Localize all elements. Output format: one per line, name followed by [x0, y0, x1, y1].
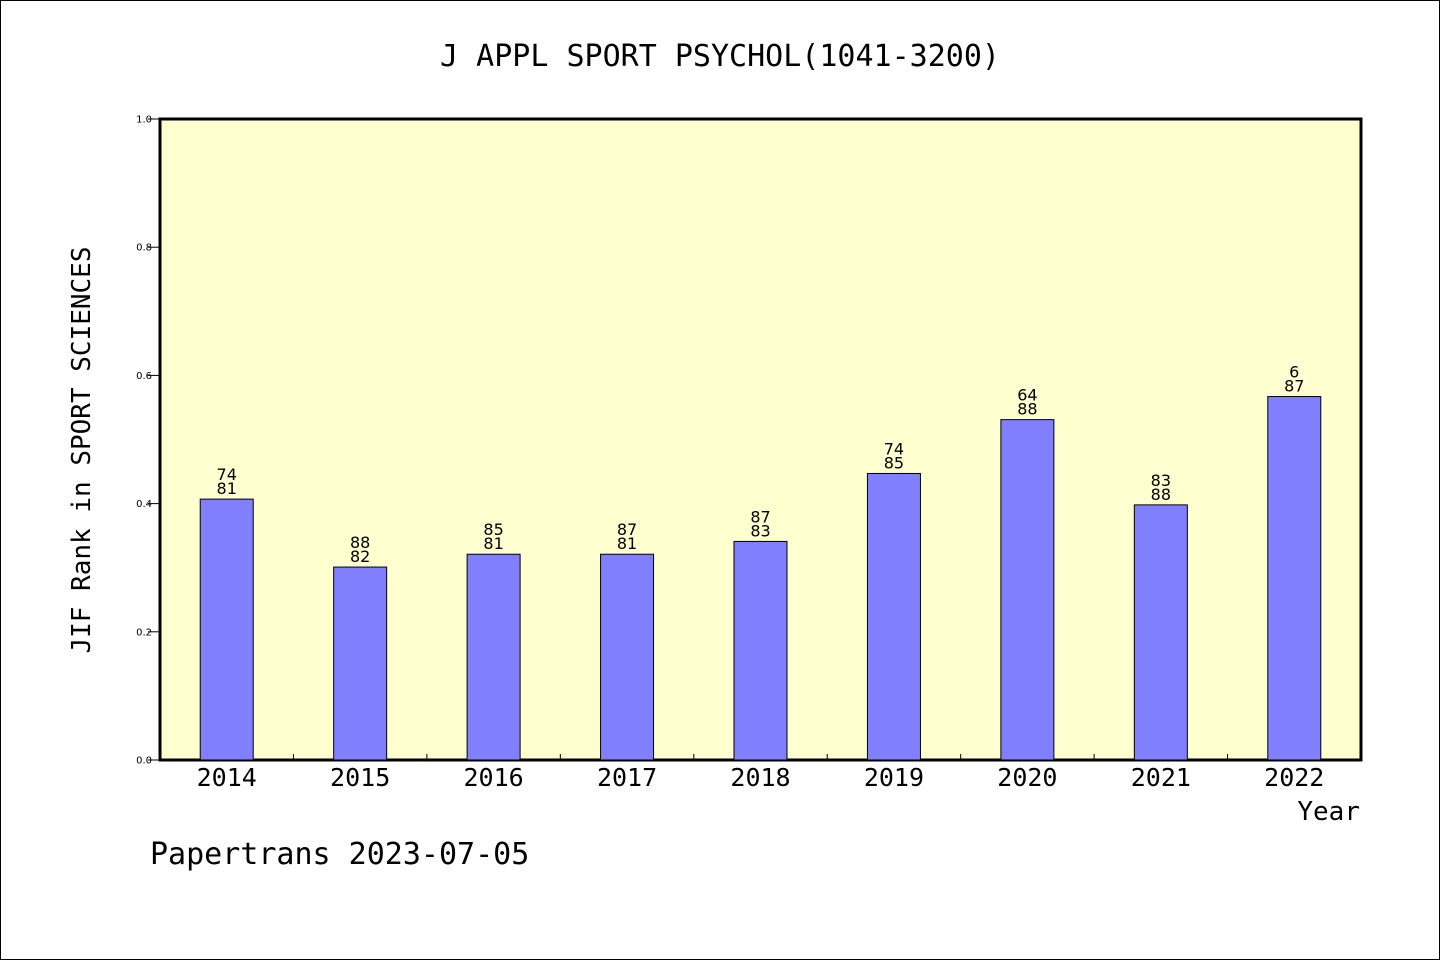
data-label-total: 81 [483, 534, 503, 553]
y-axis-label: JIF Rank in SPORT SCIENCES [67, 247, 97, 654]
bar-2021 [1133, 504, 1188, 761]
data-label-total: 87 [1284, 377, 1304, 396]
data-label-rank: 87 [617, 520, 637, 539]
x-axis-label: Year [1297, 797, 1360, 827]
x-tick-label: 2017 [597, 763, 657, 792]
chart-title: J APPL SPORT PSYCHOL(1041-3200) [440, 39, 1000, 74]
data-label-total: 83 [750, 521, 770, 540]
x-tick-label: 2021 [1131, 763, 1191, 792]
y-tick-label: 0.2 [136, 627, 152, 638]
y-tick-label: 0.6 [136, 371, 152, 382]
data-label-rank: 74 [217, 465, 237, 484]
data-label-rank: 85 [483, 520, 503, 539]
data-label-rank: 74 [884, 439, 904, 458]
bar-2019 [866, 472, 921, 761]
y-tick-label: 0.0 [136, 756, 152, 767]
x-tick-label: 2016 [464, 763, 524, 792]
y-tick-label: 0.8 [136, 243, 152, 254]
data-label-rank: 87 [750, 507, 770, 526]
bars-group [199, 396, 1322, 761]
data-label-total: 85 [884, 453, 904, 472]
bar-2017 [600, 553, 655, 761]
x-tick-label: 2020 [997, 763, 1057, 792]
bar-2016 [466, 553, 521, 761]
data-label-total: 82 [350, 547, 370, 566]
y-tick-label: 1.0 [136, 115, 152, 126]
data-label-total: 81 [617, 534, 637, 553]
ticks-group: 0.0 0.2 0.4 0.6 0.8 1.0 [136, 115, 1229, 767]
x-tick-label: 2019 [864, 763, 924, 792]
y-tick-label: 0.4 [136, 499, 152, 510]
data-label-rank: 83 [1151, 471, 1171, 490]
x-tick-label: 2022 [1264, 763, 1324, 792]
bar-2015 [333, 566, 388, 761]
data-label-total: 81 [217, 479, 237, 498]
data-label-rank: 6 [1289, 363, 1299, 382]
x-tick-label: 2018 [730, 763, 790, 792]
bar-2020 [1000, 419, 1055, 761]
data-labels-group: 2014748120158882201685812017878120188783… [197, 363, 1325, 792]
footer-date-stamp: Papertrans 2023-07-05 [150, 837, 529, 872]
x-tick-label: 2014 [197, 763, 257, 792]
bar-2022 [1267, 396, 1322, 761]
data-label-rank: 64 [1017, 386, 1037, 405]
bar-2018 [733, 540, 788, 761]
x-tick-label: 2015 [330, 763, 390, 792]
bar-2014 [199, 498, 254, 761]
data-label-total: 88 [1151, 485, 1171, 504]
data-label-rank: 88 [350, 533, 370, 552]
data-label-total: 88 [1017, 400, 1037, 419]
